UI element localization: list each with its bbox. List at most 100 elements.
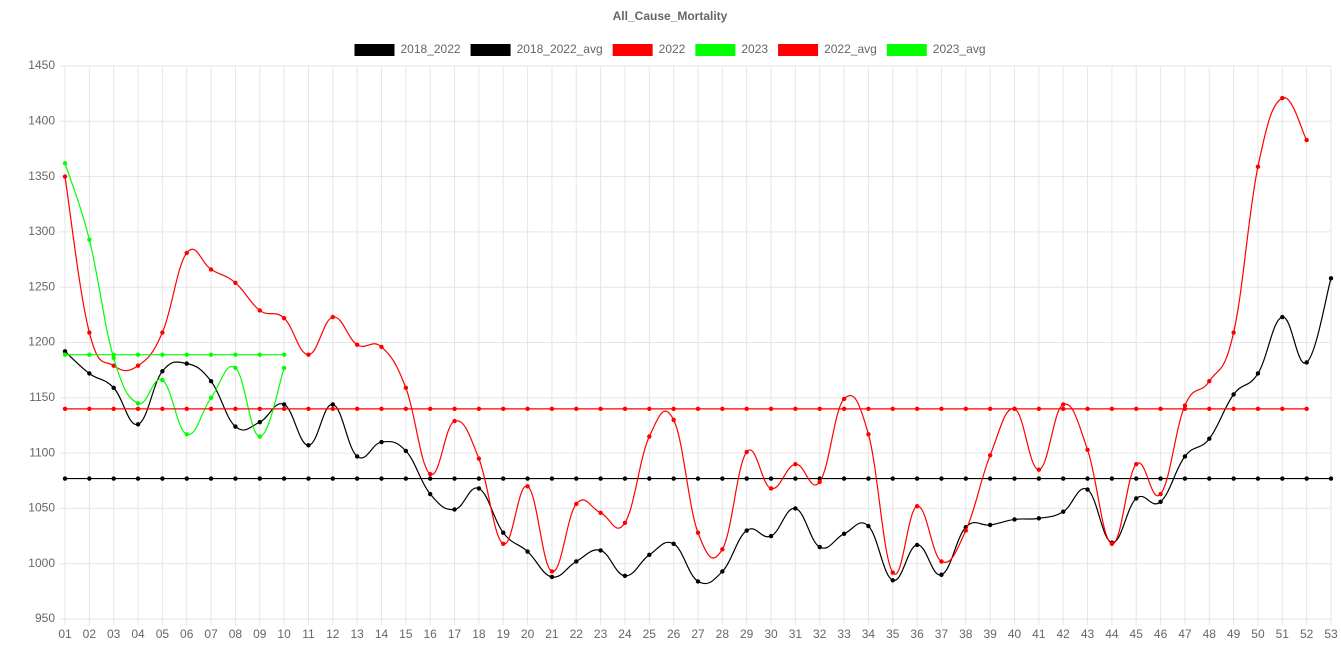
data-point [62, 161, 68, 166]
data-point [452, 406, 457, 412]
data-point [1085, 406, 1090, 412]
data-point [452, 507, 457, 512]
x-tick-label: 07 [204, 627, 218, 641]
x-tick-label: 52 [1300, 627, 1314, 641]
legend-item: 2023_avg [886, 42, 986, 56]
x-tick-label: 11 [302, 627, 315, 641]
data-point [744, 406, 749, 412]
data-point [476, 406, 482, 412]
data-point [330, 402, 336, 407]
data-point [1255, 476, 1261, 481]
x-tick-label: 10 [277, 627, 291, 641]
data-point [914, 503, 920, 509]
data-point [793, 406, 798, 412]
data-point [62, 406, 68, 412]
x-tick-label: 26 [667, 627, 681, 641]
data-point [671, 476, 676, 481]
data-point [306, 406, 311, 412]
data-point [841, 476, 847, 481]
data-point [160, 330, 165, 335]
data-point [1207, 379, 1212, 384]
data-point [111, 355, 116, 361]
data-point [160, 352, 165, 357]
data-point [1231, 330, 1236, 335]
data-point [841, 396, 847, 402]
data-point [1060, 476, 1066, 481]
data-point [1158, 499, 1163, 504]
y-tick-label: 1000 [28, 556, 55, 570]
data-point [233, 476, 238, 481]
x-tick-label: 51 [1276, 627, 1290, 641]
data-point [281, 406, 287, 412]
data-point [87, 406, 92, 412]
data-point [184, 250, 189, 256]
x-tick-label: 25 [643, 627, 657, 641]
data-point [87, 371, 92, 376]
data-point [184, 476, 189, 481]
legend-item: 2023 [695, 42, 768, 56]
x-tick-label: 08 [229, 627, 243, 641]
x-tick-label: 19 [497, 627, 511, 641]
x-tick-label: 06 [180, 627, 194, 641]
data-point [427, 476, 433, 481]
data-point [987, 522, 993, 528]
data-point [330, 314, 336, 320]
data-point [598, 510, 603, 516]
x-tick-label: 20 [521, 627, 535, 641]
legend-swatch [778, 44, 819, 56]
x-tick-label: 23 [594, 627, 608, 641]
data-point [281, 315, 287, 321]
data-point [744, 449, 749, 455]
data-point [1207, 436, 1212, 441]
data-point [257, 434, 262, 439]
data-point [768, 533, 774, 539]
data-point [354, 454, 360, 459]
data-point [1328, 276, 1334, 281]
data-point [695, 406, 701, 412]
data-point [598, 406, 603, 412]
data-point [1328, 476, 1334, 481]
y-tick-label: 1450 [28, 58, 55, 72]
x-tick-label: 16 [424, 627, 438, 641]
data-point [1012, 517, 1017, 522]
data-point [160, 476, 165, 481]
data-point [111, 352, 116, 357]
data-point [525, 549, 530, 554]
data-point [939, 476, 944, 481]
data-point [160, 369, 165, 374]
data-point [1109, 476, 1115, 481]
data-point [306, 476, 311, 481]
data-point [281, 365, 287, 371]
data-point [671, 406, 676, 412]
data-point [62, 349, 68, 354]
data-point [914, 542, 920, 548]
legend-item: 2022 [612, 42, 686, 56]
data-point [501, 541, 506, 546]
y-tick-label: 1150 [29, 390, 55, 404]
data-point [1158, 491, 1163, 497]
data-point [866, 523, 871, 529]
data-point [1158, 476, 1163, 481]
legend-item: 2022_avg [778, 42, 877, 56]
data-point [208, 476, 214, 481]
data-point [549, 406, 555, 412]
data-point [427, 406, 433, 412]
data-point [476, 476, 482, 481]
data-point [1134, 476, 1139, 481]
data-point [452, 418, 457, 424]
data-point [1036, 406, 1042, 412]
data-point [233, 365, 238, 371]
data-point [281, 352, 287, 357]
data-point [257, 406, 262, 412]
data-point [111, 363, 116, 368]
data-point [1085, 487, 1090, 492]
data-point [379, 406, 384, 412]
data-point [890, 578, 895, 583]
data-point [525, 484, 530, 489]
data-point [622, 406, 628, 412]
data-point [987, 406, 993, 412]
x-tick-label: 48 [1203, 627, 1217, 641]
data-point [257, 308, 262, 313]
data-point [403, 448, 409, 454]
legend-label: 2023 [741, 42, 768, 56]
